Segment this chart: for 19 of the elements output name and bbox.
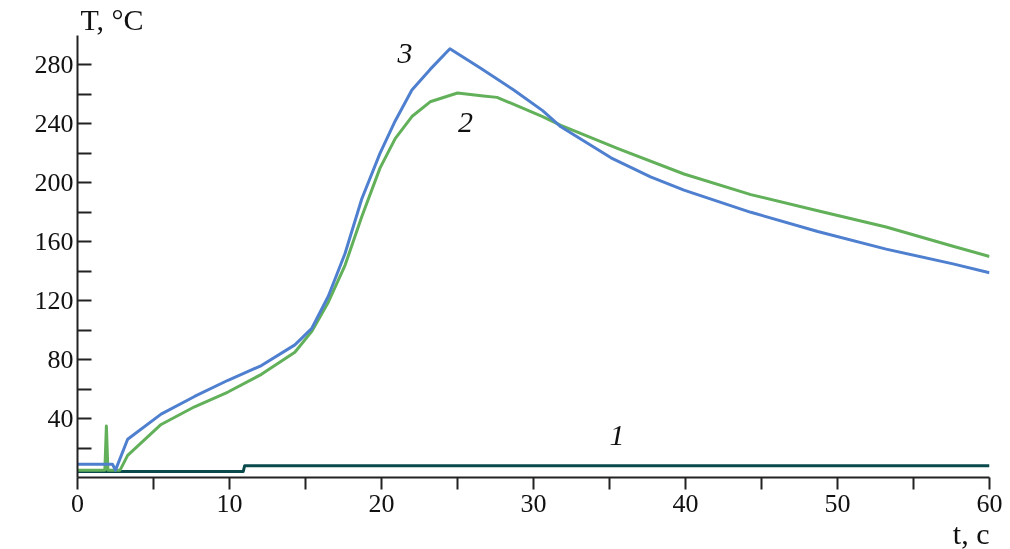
x-tick-label: 40 bbox=[672, 488, 699, 518]
y-tick-label: 80 bbox=[47, 345, 74, 375]
y-tick-label: 240 bbox=[34, 109, 74, 139]
x-tick-label: 10 bbox=[216, 488, 243, 518]
series-label: 3 bbox=[396, 36, 413, 70]
x-tick-label: 0 bbox=[71, 488, 84, 518]
y-tick-label: 160 bbox=[34, 227, 74, 257]
series-label: 2 bbox=[458, 105, 473, 139]
x-axis-title: t, c bbox=[952, 516, 990, 549]
x-tick-label: 50 bbox=[824, 488, 851, 518]
y-axis-title: T, °C bbox=[80, 2, 144, 36]
x-tick-label: 60 bbox=[976, 488, 1003, 518]
x-tick-label: 30 bbox=[520, 488, 547, 518]
series-label: 1 bbox=[609, 418, 625, 452]
y-tick-label: 200 bbox=[34, 168, 74, 198]
y-tick-label: 280 bbox=[34, 50, 74, 80]
y-tick-label: 40 bbox=[47, 404, 74, 434]
y-tick-label: 120 bbox=[34, 286, 74, 316]
x-tick-label: 20 bbox=[368, 488, 395, 518]
